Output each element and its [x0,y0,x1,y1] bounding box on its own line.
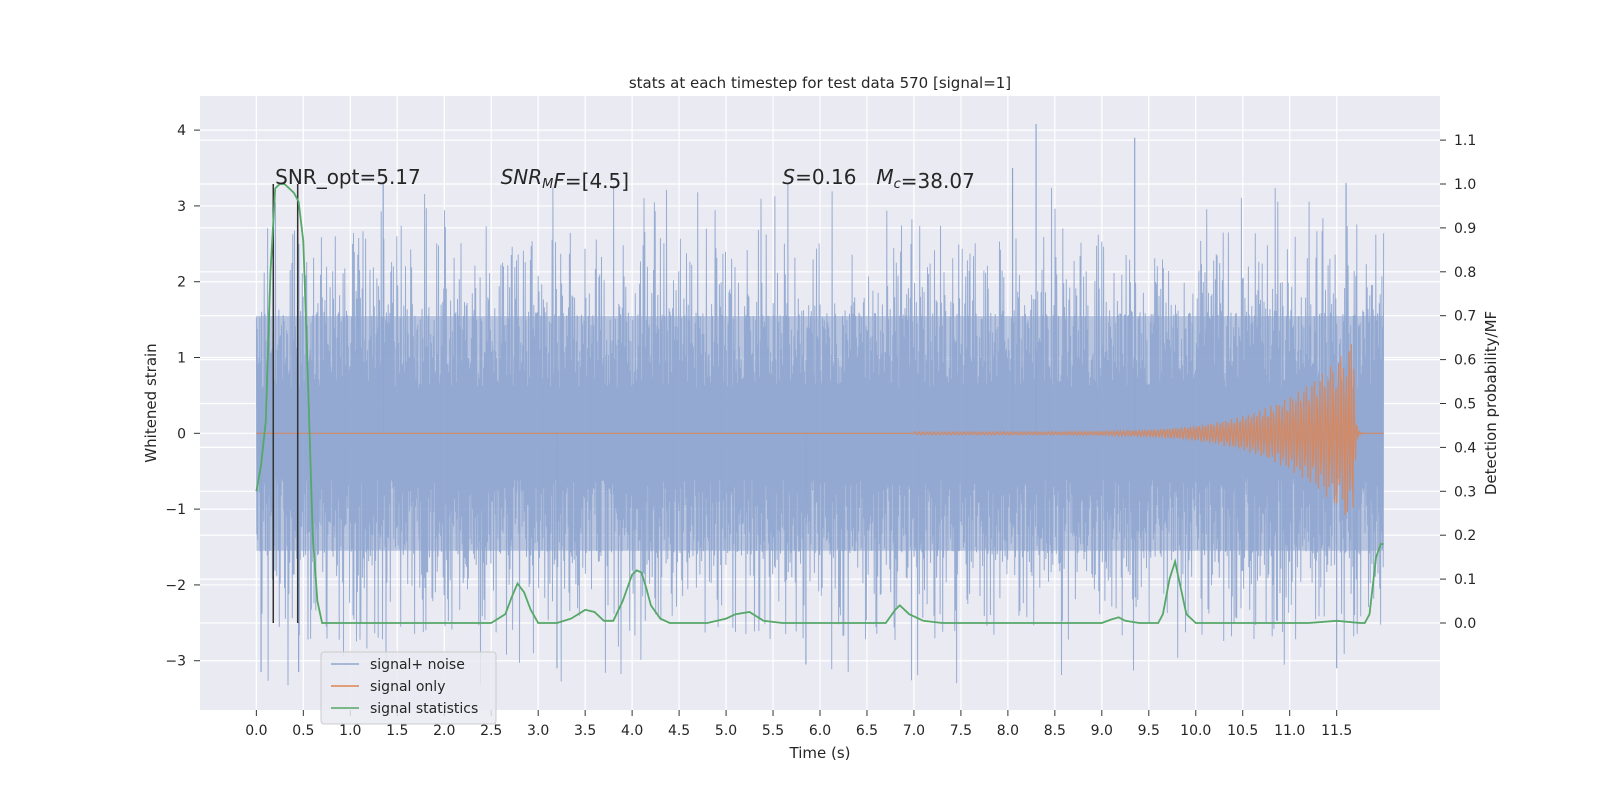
annotation-part: M [542,177,553,192]
annotation-part: =[4.5] [565,169,629,193]
x-axis-label: Time (s) [789,744,851,762]
annotation-part: M [876,165,893,189]
marker-lines [272,184,299,623]
y-right-tick-label: 0.1 [1454,572,1476,588]
x-tick-label: 3.0 [527,723,549,739]
annotation-part: S [782,165,795,189]
legend-label-stats: signal statistics [370,701,478,717]
annotation-part: c [894,177,901,192]
legend-label-noise: signal+ noise [370,657,465,673]
y-right-tick-label: 0.0 [1454,616,1476,632]
x-axis-ticks: 0.0 0.5 1.0 1.5 2.0 2.5 3.0 3.5 4.0 4.5 5.0 5.5 6.0 6… [245,710,1352,739]
x-tick-label: 9.5 [1138,723,1160,739]
signal-statistics-line [255,183,1384,624]
y-left-tick-label: −3 [165,654,186,670]
annotations: SNR_opt=5.17 SNRMF=[4.5] S=0.16 Mc=38.07 [275,165,975,193]
x-tick-label: 8.0 [997,723,1019,739]
legend: signal+ noise signal only signal statist… [320,651,497,725]
x-tick-label: 10.0 [1180,723,1211,739]
y-right-tick-label: 0.2 [1454,528,1476,544]
x-tick-label: 9.0 [1091,723,1113,739]
signal-only-line [256,344,1384,516]
y-right-tick-label: 0.6 [1454,353,1476,369]
x-tick-label: 1.5 [386,723,408,739]
x-tick-label: 6.5 [856,723,878,739]
legend-label-signal: signal only [370,679,445,695]
chart-title: stats at each timestep for test data 570… [629,74,1011,92]
annotation-part: SNR_opt=5.17 [275,165,421,189]
x-tick-label: 10.5 [1227,723,1258,739]
annotation-3: Mc=38.07 [876,165,974,193]
signal-only-series [256,344,1384,516]
x-tick-label: 8.5 [1044,723,1066,739]
annotation-1: SNRMF=[4.5] [501,165,629,193]
x-tick-label: 0.0 [245,723,267,739]
x-tick-label: 7.0 [903,723,925,739]
y-left-tick-label: 2 [177,275,186,291]
y-right-tick-label: 1.0 [1454,177,1476,193]
annotation-part: F [553,169,565,193]
y-left-tick-label: −1 [165,502,186,518]
annotation-part: =0.16 [795,165,856,189]
y-right-axis-label: Detection probability/MF [1482,311,1500,495]
x-tick-label: 11.0 [1274,723,1305,739]
y-right-tick-label: 0.9 [1454,221,1476,237]
annotation-0: SNR_opt=5.17 [275,165,421,189]
x-tick-label: 0.5 [292,723,314,739]
y-left-tick-label: −2 [165,578,186,594]
y-right-tick-label: 0.8 [1454,265,1476,281]
y-left-tick-label: 1 [177,351,186,367]
y-left-tick-label: 4 [177,123,186,139]
y-left-tick-label: 0 [177,426,186,442]
y-right-tick-label: 1.1 [1454,133,1476,149]
legend-box [320,651,497,725]
annotation-part: SNR [501,165,543,189]
annotation-2: S=0.16 [782,165,856,189]
x-tick-label: 5.0 [715,723,737,739]
y-right-tick-label: 0.7 [1454,309,1476,325]
y-left-axis-ticks: −3 −2 −1 0 1 2 3 4 [165,123,200,670]
x-tick-label: 4.5 [668,723,690,739]
y-left-tick-label: 3 [177,199,186,215]
x-tick-label: 3.5 [574,723,596,739]
y-right-axis-ticks: 0.0 0.1 0.2 0.3 0.4 0.5 0.6 0.7 0.8 0.9 1.0 1.1 [1440,133,1476,632]
y-right-tick-label: 0.5 [1454,397,1476,413]
x-tick-label: 6.0 [809,723,831,739]
x-tick-label: 2.0 [433,723,455,739]
annotation-part: =38.07 [901,169,975,193]
x-tick-label: 5.5 [762,723,784,739]
x-tick-label: 2.5 [480,723,502,739]
x-tick-label: 7.5 [950,723,972,739]
x-tick-label: 4.0 [621,723,643,739]
y-right-tick-label: 0.3 [1454,484,1476,500]
y-left-axis-label: Whitened strain [142,343,160,462]
x-tick-label: 11.5 [1321,723,1352,739]
y-right-tick-label: 0.4 [1454,440,1476,456]
signal-statistics-series [255,183,1384,624]
x-tick-label: 1.0 [339,723,361,739]
